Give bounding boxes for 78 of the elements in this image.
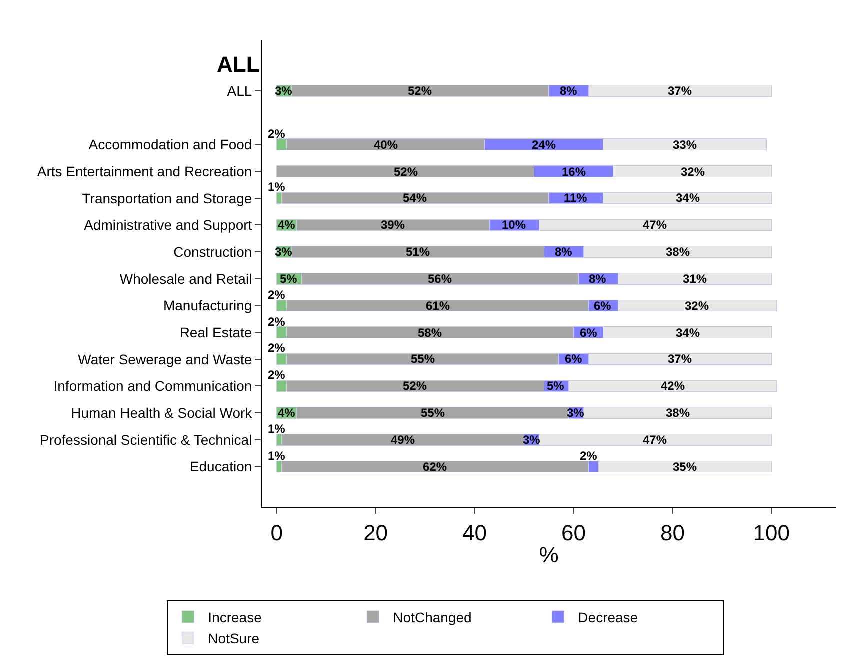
data-label: 52% bbox=[394, 165, 418, 179]
y-tick-label: Information and Communication bbox=[54, 378, 252, 394]
data-label: 1% bbox=[268, 180, 286, 194]
data-label: 6% bbox=[565, 352, 583, 366]
data-label: 52% bbox=[408, 84, 432, 98]
x-tick-label: 0 bbox=[270, 520, 283, 546]
data-label: 24% bbox=[532, 138, 556, 152]
data-label: 31% bbox=[683, 272, 708, 286]
data-label: 39% bbox=[381, 218, 406, 232]
data-label: 37% bbox=[668, 84, 692, 98]
data-label: 37% bbox=[668, 352, 692, 366]
data-label: 10% bbox=[502, 218, 526, 232]
data-label: 62% bbox=[423, 460, 448, 474]
data-label: 52% bbox=[403, 379, 428, 393]
legend-label: NotChanged bbox=[393, 609, 472, 626]
data-label: 35% bbox=[673, 460, 698, 474]
data-label: 55% bbox=[421, 406, 446, 420]
data-label: 54% bbox=[403, 191, 428, 205]
x-tick-label: 20 bbox=[364, 520, 388, 546]
data-label: 3% bbox=[567, 406, 585, 420]
data-label: 4% bbox=[278, 218, 296, 232]
data-label: 61% bbox=[426, 299, 450, 313]
legend-label: NotSure bbox=[208, 630, 260, 647]
data-label: 33% bbox=[673, 138, 698, 152]
y-tick-label: Construction bbox=[174, 244, 252, 260]
data-label: 6% bbox=[580, 326, 598, 340]
data-label: 34% bbox=[676, 191, 700, 205]
y-tick-label: Transportation and Storage bbox=[82, 190, 252, 206]
y-tick-label: Administrative and Support bbox=[84, 217, 252, 234]
data-label: 49% bbox=[391, 433, 416, 447]
data-label: 38% bbox=[666, 406, 690, 420]
data-label: 11% bbox=[564, 191, 588, 205]
x-tick-label: 100 bbox=[753, 520, 790, 546]
y-tick-label: Wholesale and Retail bbox=[120, 270, 252, 287]
y-tick-label: Professional Scientific & Technical bbox=[40, 432, 252, 448]
x-axis-title: % bbox=[539, 542, 559, 568]
data-label: 16% bbox=[562, 165, 586, 179]
y-tick-label: Water Sewerage and Waste bbox=[78, 351, 252, 368]
legend-label: Increase bbox=[208, 609, 262, 626]
data-label: 8% bbox=[555, 245, 573, 259]
data-label: 8% bbox=[589, 272, 607, 286]
data-label: 55% bbox=[411, 352, 436, 366]
data-label: 34% bbox=[676, 326, 700, 340]
x-tick-label: 60 bbox=[562, 520, 586, 546]
y-tick-label: Education bbox=[190, 458, 252, 475]
data-label: 51% bbox=[406, 245, 430, 259]
y-tick-label: Accommodation and Food bbox=[88, 136, 252, 153]
data-label: 1% bbox=[268, 422, 286, 436]
data-label: 47% bbox=[643, 218, 668, 232]
legend-label: Decrease bbox=[578, 609, 638, 626]
data-label: 32% bbox=[681, 165, 706, 179]
data-label: 2% bbox=[268, 368, 286, 382]
y-tick-label: Manufacturing bbox=[163, 298, 252, 314]
data-label: 5% bbox=[547, 379, 565, 393]
data-label: 2% bbox=[580, 449, 598, 463]
data-label: 3% bbox=[523, 433, 541, 447]
data-label: 56% bbox=[428, 272, 452, 286]
data-label: 32% bbox=[685, 299, 710, 313]
data-label: 6% bbox=[594, 299, 612, 313]
data-label: 58% bbox=[418, 326, 442, 340]
data-label: 2% bbox=[268, 288, 286, 302]
y-tick-label: Arts Entertainment and Recreation bbox=[37, 163, 252, 180]
y-tick-label: Human Health & Social Work bbox=[71, 404, 254, 421]
x-tick-label: 80 bbox=[660, 520, 685, 546]
data-label: 47% bbox=[643, 433, 668, 447]
data-label: 2% bbox=[268, 341, 286, 355]
data-label: 8% bbox=[560, 84, 578, 98]
data-label: 42% bbox=[661, 379, 686, 393]
x-tick-label: 40 bbox=[462, 520, 488, 546]
data-label: 1% bbox=[268, 449, 286, 463]
data-label: 40% bbox=[374, 138, 398, 152]
data-label: 2% bbox=[268, 315, 286, 329]
y-tick-label: ALL bbox=[227, 82, 252, 99]
data-label: 38% bbox=[666, 245, 690, 259]
data-label: 4% bbox=[278, 406, 296, 420]
data-label: 2% bbox=[268, 127, 286, 141]
y-tick-label: Real Estate bbox=[180, 324, 252, 340]
data-label: 5% bbox=[280, 272, 298, 286]
